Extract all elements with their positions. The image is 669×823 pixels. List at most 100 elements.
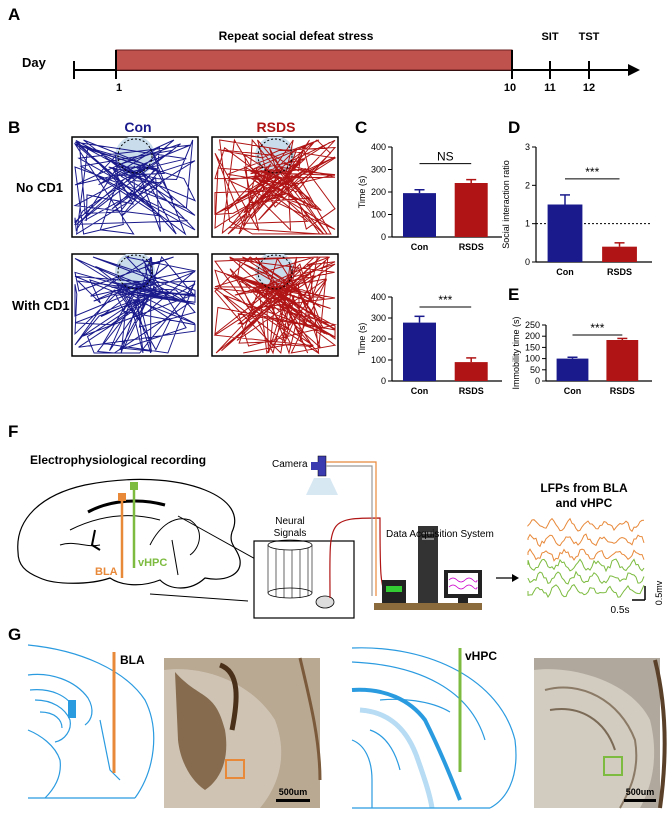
panel-letter-b: B [8,118,20,137]
scale-time: 0.5s [611,605,630,616]
lfp-title-2: and vHPC [556,496,613,510]
panel-letter-f: F [8,422,18,441]
label-bla-g: BLA [120,653,145,667]
y-tick-label: 2 [525,180,530,190]
y-tick-label: 100 [525,354,540,364]
y-tick-label: 200 [371,187,386,197]
atlas-vhpc [351,647,517,809]
lfp-trace [527,548,645,562]
significance-label: *** [590,321,604,335]
lfp-trace [527,558,645,573]
label-bla-f: BLA [95,566,118,578]
bar-con [547,204,583,262]
panel-letter-a: A [8,5,20,24]
neural-label-2: Signals [274,528,307,539]
y-axis-label: Time (s) [357,323,367,356]
track-title-rsds: RSDS [257,119,296,135]
row-label-no-cd1: No CD1 [16,180,63,195]
stress-bar [115,49,513,71]
y-axis-label: Time (s) [357,176,367,209]
event-tst: TST [579,31,600,43]
category-label: Con [564,386,582,396]
panel-letter-g: G [8,625,21,644]
panel-letter-e: E [508,285,519,304]
category-label: RSDS [610,386,635,396]
category-label: Con [411,242,429,252]
panel-letter-d: D [508,118,520,137]
atlas-bla [27,644,155,799]
chart-social-interaction-ratio: 0 1 2 3 Social interaction ratio Con RSDS *** [501,142,652,277]
y-tick-label: 100 [371,210,386,220]
y-tick-label: 300 [371,165,386,175]
significance-label: *** [438,293,452,307]
das-label: Data Acquisition System [386,529,494,540]
y-tick-label: 200 [371,334,386,344]
y-axis-label: Social interaction ratio [501,160,511,249]
y-tick-label: 150 [525,342,540,352]
y-tick-label: 3 [525,142,530,152]
scale-bar-label-1: 500um [279,787,308,797]
histology-bla [164,657,322,808]
y-axis-label: Immobility time (s) [511,316,521,389]
y-tick-label: 400 [371,142,386,152]
lfp-title-1: LFPs from BLA [540,481,628,495]
scale-bar-label-2: 500um [626,787,655,797]
label-vhpc-f: vHPC [138,557,167,569]
tick-day-12: 12 [583,82,595,94]
category-label: RSDS [607,267,632,277]
y-tick-label: 50 [530,365,540,375]
y-tick-label: 200 [525,331,540,341]
event-sit: SIT [541,31,558,43]
lfp-traces [527,517,645,599]
bar-rsds [606,340,639,381]
y-tick-label: 0 [535,376,540,386]
y-tick-label: 300 [371,313,386,323]
lfp-trace [527,584,645,599]
neural-label-1: Neural [275,516,304,527]
bar-rsds [454,362,488,381]
track-con-no-cd1 [71,136,199,238]
bar-rsds [602,246,637,262]
stress-bar-label: Repeat social defeat stress [219,29,374,43]
timeline: Day Repeat social defeat stress 1 10 11 … [22,29,640,94]
track-title-con: Con [124,119,151,135]
y-tick-label: 250 [525,320,540,330]
y-tick-label: 100 [371,355,386,365]
tick-day-11: 11 [544,82,556,94]
recording-setup [253,455,519,619]
histology-vhpc [534,658,667,809]
label-vhpc-g: vHPC [465,649,497,663]
brain-sagittal [17,478,323,602]
row-label-with-cd1: With CD1 [12,298,70,313]
lfp-trace [527,570,645,585]
y-tick-label: 400 [371,292,386,302]
bar-con [403,193,436,237]
timeline-day-label: Day [22,55,47,70]
scale-voltage: 0.5mv [654,580,664,605]
lfp-trace [527,533,645,548]
track-con-with-cd1 [71,253,199,357]
category-label: RSDS [459,242,484,252]
lfp-trace [527,517,645,533]
category-label: Con [411,386,429,396]
panel-letter-c: C [355,118,367,137]
bar-rsds [454,183,488,237]
track-rsds-no-cd1 [211,136,339,238]
chart-social-time-no-cd1: 0 100 200 300 400 Time (s) Con RSDS NS [357,142,502,252]
y-tick-label: 1 [525,219,530,229]
ephys-title: Electrophysiological recording [30,453,206,467]
track-rsds-with-cd1 [211,253,339,357]
y-tick-label: 0 [381,232,386,242]
category-label: RSDS [459,386,484,396]
significance-label: NS [437,150,454,164]
tick-day-1: 1 [116,82,122,94]
y-tick-label: 0 [381,376,386,386]
significance-label: *** [585,165,599,179]
tick-day-10: 10 [504,82,516,94]
y-tick-label: 0 [525,257,530,267]
bar-con [403,322,436,381]
chart-social-time-with-cd1: 0 100 200 300 400 Time (s) Con RSDS *** [357,292,502,396]
camera-label: Camera [272,459,308,470]
